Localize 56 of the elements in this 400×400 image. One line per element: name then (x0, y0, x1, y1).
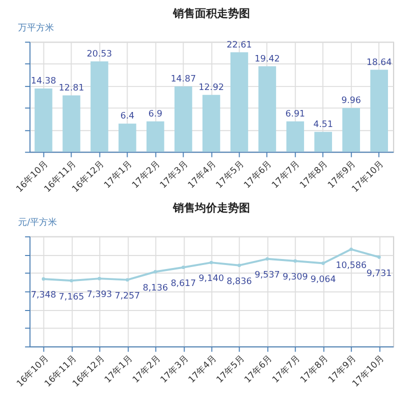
data-label: 20.53 (86, 49, 112, 60)
data-label: 8,836 (226, 277, 252, 288)
chart-title: 销售面积走势图 (172, 7, 250, 20)
bar (146, 121, 164, 152)
data-label: 18.64 (366, 58, 392, 68)
bar (202, 94, 220, 152)
point (126, 278, 130, 282)
point (42, 277, 46, 281)
data-label: 9.96 (341, 96, 362, 106)
data-label: 12.81 (58, 83, 84, 94)
point (266, 257, 269, 261)
point (349, 248, 353, 251)
data-label: 10,586 (336, 260, 367, 271)
bar (62, 95, 80, 152)
point (321, 262, 325, 265)
data-label: 8,617 (170, 279, 196, 290)
y-axis-title: 万平方米 (18, 22, 54, 34)
data-label: 9,731 (366, 268, 392, 279)
data-label: 12.92 (198, 82, 224, 93)
data-label: 7,165 (58, 292, 84, 302)
point (98, 276, 102, 280)
bar (370, 70, 388, 152)
data-label: 22.61 (226, 40, 252, 50)
y-axis-title: 元/平方米 (18, 217, 58, 228)
data-label: 6.91 (285, 109, 306, 120)
data-label: 19.42 (254, 54, 280, 64)
data-label: 14.38 (30, 76, 56, 87)
bar (174, 86, 192, 152)
bar (34, 88, 52, 152)
point (377, 255, 381, 259)
data-label: 4.51 (313, 120, 334, 130)
data-label: 14.87 (170, 74, 196, 84)
data-label: 9,309 (282, 272, 308, 283)
data-label: 9,537 (254, 270, 280, 281)
bar (90, 61, 108, 152)
data-label: 7,257 (114, 291, 140, 302)
data-label: 7,348 (30, 290, 56, 301)
chart-title: 销售均价走势图 (172, 202, 250, 215)
point (238, 264, 241, 268)
point (182, 266, 186, 270)
data-label: 6.4 (120, 112, 135, 122)
bar (342, 108, 360, 152)
data-label: 6.9 (148, 109, 162, 120)
bar (230, 52, 248, 152)
point (70, 278, 74, 282)
bar (286, 121, 304, 152)
data-label: 9,140 (198, 274, 224, 284)
data-label: 7,393 (86, 290, 112, 300)
bar (314, 132, 332, 152)
point (154, 270, 158, 274)
bar (258, 66, 276, 152)
bar (118, 124, 136, 152)
point (294, 259, 297, 263)
data-label: 8,136 (142, 283, 168, 294)
point (210, 260, 214, 264)
data-label: 9,064 (310, 274, 336, 285)
